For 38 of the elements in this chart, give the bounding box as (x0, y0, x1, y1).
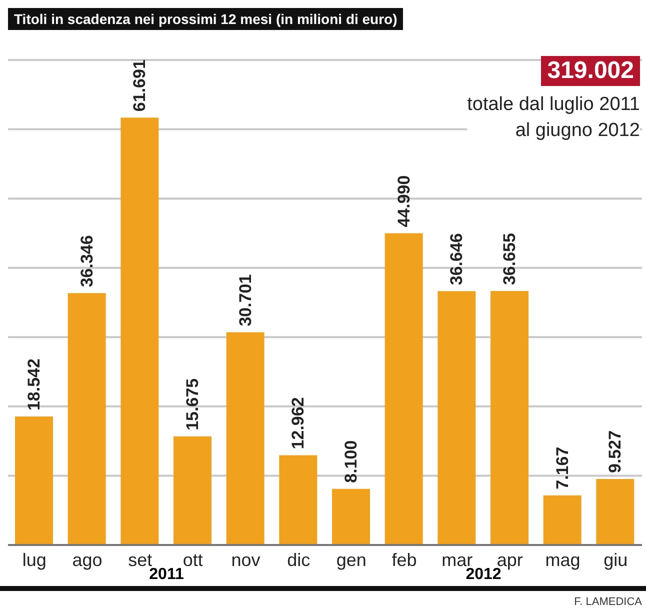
bar (490, 291, 528, 545)
text: F. LAMEDICA (574, 596, 642, 608)
data-label: 36.646 (447, 233, 466, 286)
bar (384, 233, 423, 545)
bar (15, 416, 53, 545)
bar (438, 291, 476, 545)
annotation: totale dal luglio 2011 al giugno 2012 (467, 92, 640, 144)
data-label: 8.100 (342, 440, 360, 483)
data-label: 36.655 (500, 233, 519, 286)
bar (596, 478, 634, 545)
data-label: 36.346 (77, 235, 96, 288)
data-label: 61.691 (130, 60, 150, 112)
x-tick-label: nov (231, 550, 260, 570)
bar (120, 118, 159, 545)
x-tick-label: lug (22, 550, 46, 570)
bar (174, 436, 212, 545)
annotation: 319.002 (541, 56, 640, 86)
data-label: 7.167 (552, 446, 572, 490)
data-label: 9.527 (606, 430, 625, 473)
x-tick-label: feb (392, 550, 417, 570)
data-label: 15.675 (183, 378, 202, 430)
x-tick-label: giu (604, 550, 628, 570)
x-tick-label: gen (336, 550, 366, 570)
data-label: 18.542 (24, 358, 44, 411)
data-label: 44.990 (394, 175, 414, 228)
chart-title: Titoli in scadenza nei prossimi 12 mesi (in milioni di euro) (8, 8, 404, 30)
text: 2011 (149, 566, 184, 583)
x-tick-label: ott (182, 550, 203, 570)
bar (332, 488, 370, 545)
x-tick-label: mag (545, 550, 580, 570)
bar (279, 455, 318, 545)
bar (68, 293, 106, 545)
x-tick-label: ago (72, 550, 102, 570)
bar (226, 332, 264, 545)
data-label: 30.701 (236, 274, 255, 326)
x-tick-label: dic (287, 550, 310, 570)
bar (543, 495, 582, 545)
data-label: 12.962 (288, 397, 308, 450)
